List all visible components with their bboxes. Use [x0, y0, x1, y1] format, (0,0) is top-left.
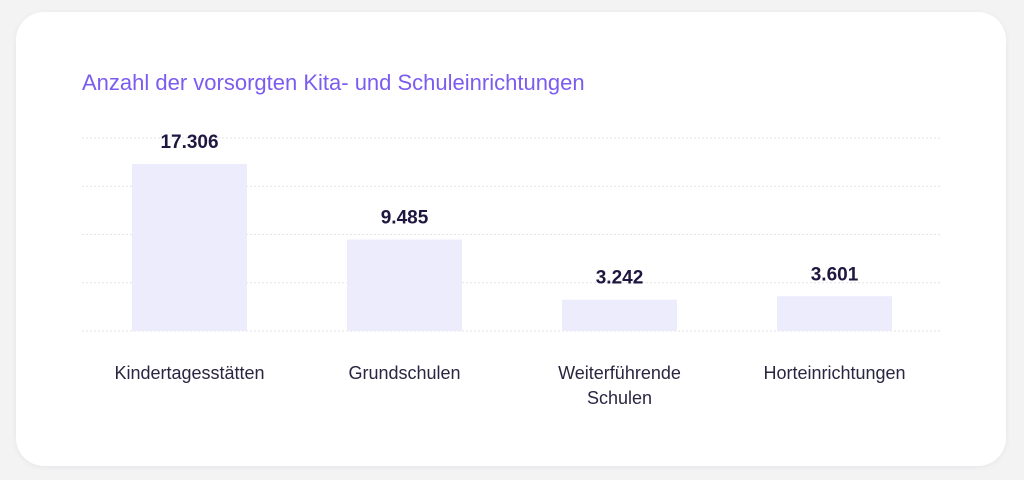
value-labels: 17.306 9.485 3.242 3.601: [160, 132, 858, 289]
category-labels: Kindertagesstätten Grundschulen Weiterführ…: [114, 363, 905, 408]
bar: [132, 163, 247, 331]
bars: [132, 163, 892, 331]
bar: [562, 299, 677, 331]
bar: [777, 296, 892, 331]
value-label: 3.242: [596, 268, 644, 289]
bar: [347, 239, 462, 331]
value-label: 17.306: [160, 132, 218, 153]
value-label: 3.601: [811, 264, 859, 285]
category-label: Grundschulen: [348, 363, 460, 383]
chart-title: Anzahl der vorsorgten Kita- und Schulein…: [82, 70, 585, 95]
category-label: Weiterführende Schulen: [558, 363, 681, 408]
category-label: Kindertagesstätten: [114, 363, 264, 383]
value-label: 9.485: [381, 207, 429, 228]
category-label: Horteinrichtungen: [763, 363, 905, 383]
